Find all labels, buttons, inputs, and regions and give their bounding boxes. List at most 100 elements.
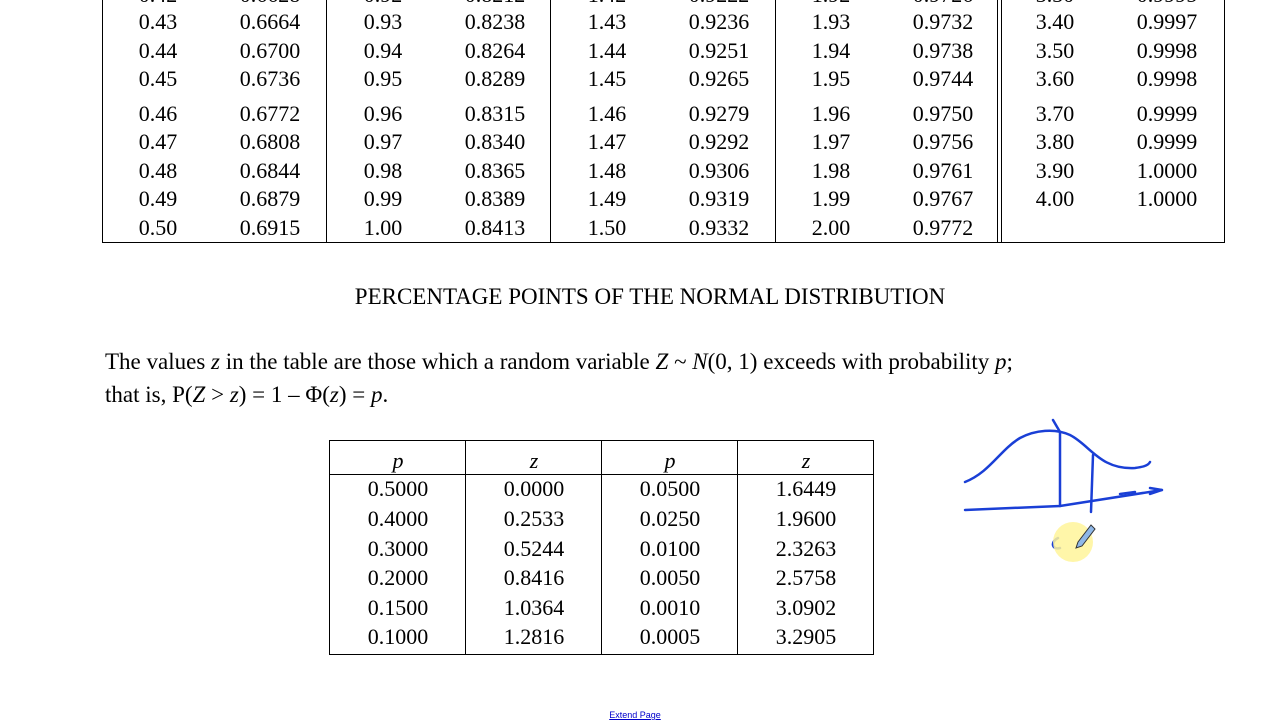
cursor-highlight — [1053, 522, 1093, 562]
table-cell: 1.92 — [812, 0, 851, 6]
text-run: in the table are those which a random va… — [219, 349, 656, 374]
table-cell: 0.8289 — [464, 66, 526, 91]
table-cell: 0.9998 — [1136, 38, 1198, 63]
table-cell: 1.2816 — [503, 624, 565, 649]
table-cell: 0.9732 — [912, 9, 974, 34]
table-cell: 1.97 — [811, 129, 851, 154]
table-cell: 0.9265 — [688, 66, 750, 91]
table-cell: 0.8315 — [464, 101, 526, 126]
extend-page-link[interactable]: Extend Page — [609, 710, 661, 720]
text-run: Z — [192, 382, 206, 407]
column-rule — [775, 0, 776, 242]
table-cell: 1.98 — [811, 158, 851, 183]
table-cell: 0.6736 — [239, 66, 301, 91]
table-cell: 3.30 — [1036, 0, 1075, 6]
header-rule — [329, 474, 873, 475]
table-cell: 0.5000 — [367, 476, 429, 501]
table-cell: 0.46 — [138, 101, 178, 126]
table-cell: 0.93 — [363, 9, 403, 34]
table-cell: 0.4000 — [367, 506, 429, 531]
table-cell: 3.90 — [1035, 158, 1075, 183]
column-rule — [465, 440, 466, 654]
column-rule — [550, 0, 551, 242]
text-run: Z — [655, 349, 669, 374]
table-cell: 0.1000 — [367, 624, 429, 649]
text-run: z — [229, 382, 239, 407]
table-cell: 0.6700 — [239, 38, 301, 63]
text-run: p — [995, 349, 1007, 374]
table-cell: 0.9998 — [1136, 66, 1198, 91]
table-cell: 3.60 — [1035, 66, 1075, 91]
table-cell: 0.0010 — [639, 595, 701, 620]
table-cell: 0.95 — [363, 66, 403, 91]
pen-cursor — [1075, 524, 1096, 549]
text-run: (0, 1) exceeds with probability — [707, 349, 996, 374]
table-cell: 0.9761 — [912, 158, 974, 183]
column-rule — [326, 0, 327, 242]
table-cell: 1.99 — [811, 186, 851, 211]
table-cell: 3.50 — [1035, 38, 1075, 63]
table-cell: 1.6449 — [775, 476, 837, 501]
table-cell: 0.9772 — [912, 215, 974, 240]
table-cell: 1.96 — [811, 101, 851, 126]
table-cell: 1.95 — [811, 66, 851, 91]
table-cell: 3.0902 — [775, 595, 837, 620]
table-cell: 0.94 — [363, 38, 403, 63]
table-cell: 0.6628 — [240, 0, 301, 6]
table-cell: 1.00 — [363, 215, 403, 240]
table-cell: 0.99 — [363, 186, 403, 211]
table-cell: 0.9744 — [912, 66, 974, 91]
table-cell: 1.47 — [587, 129, 627, 154]
table-cell: 0.6664 — [239, 9, 301, 34]
table-cell: 1.93 — [811, 9, 851, 34]
text-run: The values — [105, 349, 212, 374]
top-table-border — [102, 0, 1225, 243]
column-rule — [601, 440, 602, 654]
section-title: PERCENTAGE POINTS OF THE NORMAL DISTRIBU… — [354, 284, 946, 309]
table-cell: 0.8264 — [464, 38, 526, 63]
table-cell: 0.2533 — [503, 506, 565, 531]
table-cell: 0.0250 — [639, 506, 701, 531]
table-cell: 0.8340 — [464, 129, 526, 154]
table-cell: 1.0000 — [1136, 158, 1198, 183]
table-cell: 1.0000 — [1136, 186, 1198, 211]
table-cell: 1.94 — [811, 38, 851, 63]
table-cell: 0.9767 — [912, 186, 974, 211]
table-cell: 0.9726 — [913, 0, 974, 6]
header-cell: p — [664, 448, 676, 473]
table-cell: 0.0000 — [503, 476, 565, 501]
table-cell: 0.6808 — [239, 129, 301, 154]
table-cell: 0.8212 — [465, 0, 526, 6]
table-cell: 0.8413 — [464, 215, 526, 240]
text-run: p — [370, 382, 383, 407]
table-cell: 0.6915 — [239, 215, 301, 240]
table-cell: 1.46 — [587, 101, 627, 126]
arrow — [1118, 486, 1163, 496]
table-cell: 0.9332 — [688, 215, 750, 240]
table-cell: 1.42 — [588, 0, 627, 6]
table-cell: 4.00 — [1035, 186, 1075, 211]
table-cell: 0.9995 — [1137, 0, 1198, 6]
z-line — [1089, 453, 1095, 514]
table-cell: 0.9999 — [1136, 101, 1198, 126]
table-cell: 0.42 — [139, 0, 178, 6]
table-cell: 3.80 — [1035, 129, 1075, 154]
table-cell: 1.50 — [587, 215, 627, 240]
text-run: N — [692, 349, 708, 374]
table-cell: 1.9600 — [775, 506, 837, 531]
table-cell: 0.97 — [363, 129, 403, 154]
text-run: ) = — [338, 382, 371, 407]
text-run: ; — [1006, 349, 1013, 374]
annotation-sketch — [963, 418, 1164, 562]
table-cell: 0.8238 — [464, 9, 526, 34]
header-cell: z — [801, 448, 811, 473]
table-cell: 0.9997 — [1136, 9, 1198, 34]
table-cell: 1.48 — [587, 158, 627, 183]
table-cell: 0.2000 — [367, 565, 429, 590]
table-cell: 0.50 — [138, 215, 178, 240]
paragraph-line: that is, P(Z > z) = 1 – Φ(z) = p. — [105, 382, 388, 408]
text-run: z — [211, 349, 220, 374]
table-cell: 0.9319 — [688, 186, 750, 211]
table-cell: 0.0100 — [639, 536, 701, 561]
table-cell: 0.9756 — [912, 129, 974, 154]
